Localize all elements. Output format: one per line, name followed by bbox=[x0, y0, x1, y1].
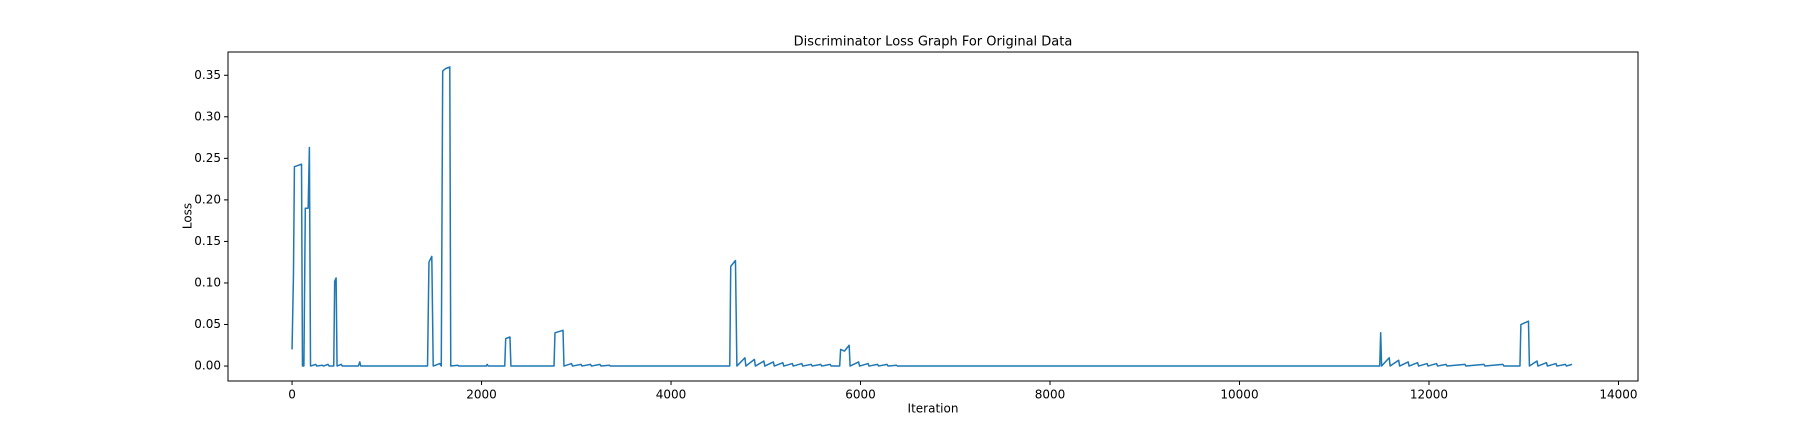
x-tick-label: 8000 bbox=[1035, 388, 1066, 402]
x-tick-label: 4000 bbox=[656, 388, 687, 402]
y-tick-label: 0.10 bbox=[194, 275, 221, 289]
x-tick-label: 6000 bbox=[845, 388, 876, 402]
x-axis-label: Iteration bbox=[908, 402, 959, 416]
y-tick-label: 0.30 bbox=[194, 109, 221, 123]
y-tick-label: 0.20 bbox=[194, 192, 221, 206]
y-tick-label: 0.15 bbox=[194, 234, 221, 248]
x-tick-label: 14000 bbox=[1599, 388, 1637, 402]
y-tick-label: 0.05 bbox=[194, 317, 221, 331]
plot-frame bbox=[227, 51, 1639, 382]
x-tick-label: 10000 bbox=[1220, 388, 1258, 402]
y-tick-label: 0.35 bbox=[194, 68, 221, 82]
y-tick-label: 0.25 bbox=[194, 151, 221, 165]
x-tick-label: 12000 bbox=[1410, 388, 1448, 402]
loss-line bbox=[291, 66, 1573, 367]
x-tick-label: 0 bbox=[288, 388, 296, 402]
x-tick-label: 2000 bbox=[466, 388, 497, 402]
y-axis-label: Loss bbox=[181, 203, 195, 229]
chart-title: Discriminator Loss Graph For Original Da… bbox=[794, 35, 1073, 50]
y-tick-label: 0.00 bbox=[194, 359, 221, 373]
